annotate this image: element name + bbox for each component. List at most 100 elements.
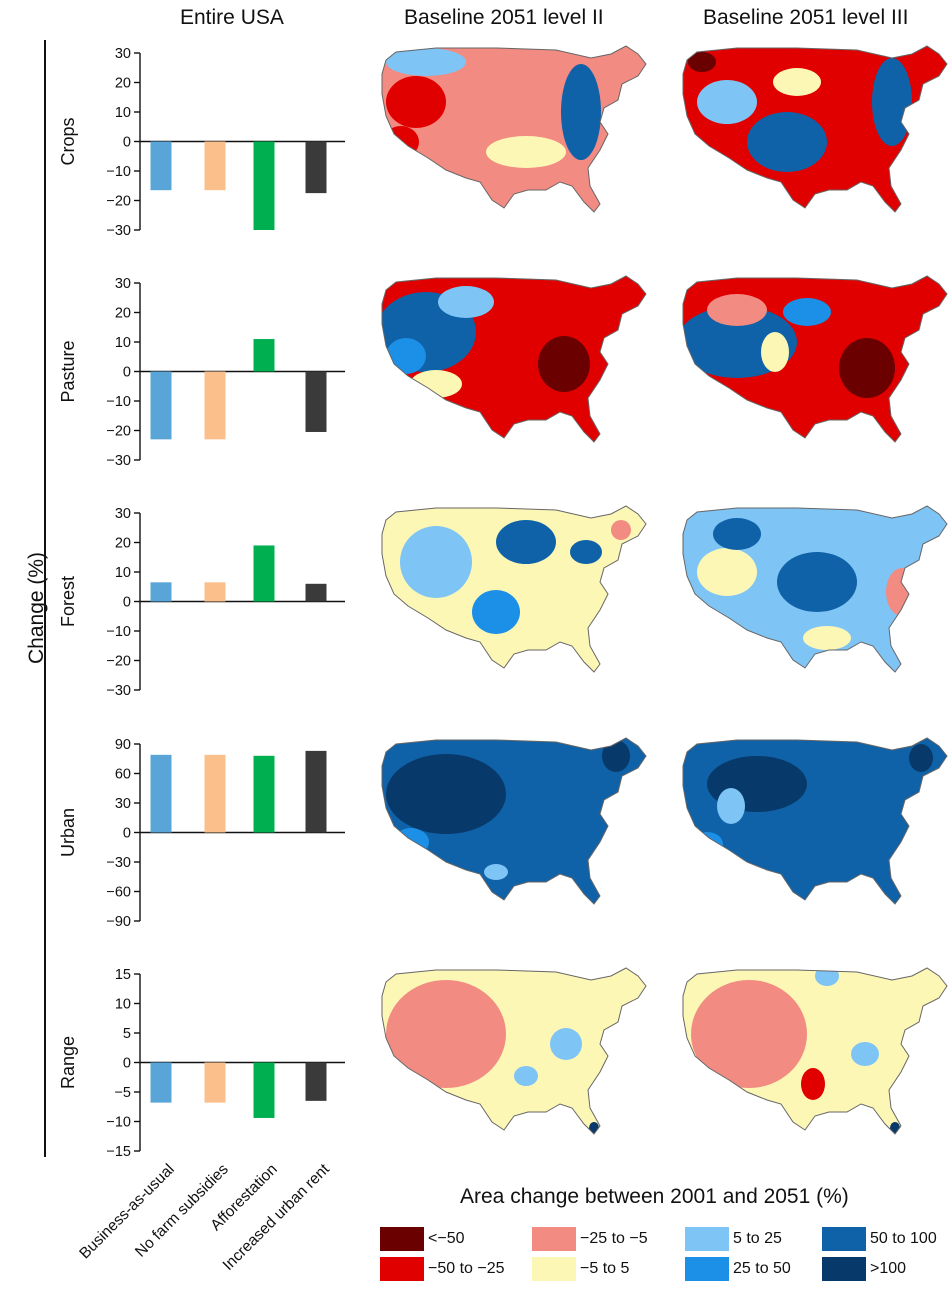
- map-region: [713, 518, 761, 550]
- y-tick-label: −20: [106, 194, 131, 210]
- map-region: [707, 294, 767, 326]
- map-region: [909, 744, 933, 772]
- legend-label: <−50: [428, 1230, 465, 1247]
- y-tick-label: 10: [115, 105, 131, 121]
- column-title-entire-usa: Entire USA: [180, 6, 284, 29]
- row-label-urban: Urban: [58, 808, 78, 857]
- map-region: [386, 338, 426, 374]
- map-outline: [682, 275, 948, 443]
- legend-item-0: <−50: [380, 1227, 464, 1251]
- bar-crops-1: [204, 141, 226, 191]
- y-tick-label: 10: [115, 335, 131, 351]
- y-tick-label: 0: [123, 365, 131, 381]
- map-region: [890, 1122, 900, 1134]
- bar-forest-0: [150, 582, 172, 602]
- y-tick-label: −60: [106, 885, 131, 901]
- legend-label: −50 to −25: [428, 1260, 505, 1277]
- map-region: [383, 126, 419, 158]
- map-region: [773, 68, 821, 96]
- map-region: [393, 828, 429, 856]
- y-tick-label: 0: [123, 595, 131, 611]
- row-label-forest: Forest: [58, 576, 78, 627]
- legend-label: 25 to 50: [733, 1260, 791, 1277]
- map-region: [761, 332, 789, 372]
- legend-swatch: [532, 1257, 576, 1281]
- bar-crops-2: [253, 141, 275, 230]
- bar-charts: 30 20 10 0 −10 −20 −30 Crops 30 20 10 0 −10 −20 −30 Pas…: [58, 46, 345, 1274]
- legend-item-7: >100: [822, 1257, 906, 1281]
- map-region: [801, 1068, 825, 1100]
- map-outline: [381, 45, 647, 213]
- map-range-level-ii: [381, 967, 647, 1135]
- y-tick-label: 5: [123, 1026, 131, 1042]
- legend-item-6: 50 to 100: [822, 1227, 937, 1251]
- map-region: [688, 52, 716, 72]
- bar-pasture-2: [253, 339, 275, 372]
- map-outline: [682, 967, 948, 1135]
- bar-range-1: [204, 1062, 226, 1103]
- y-tick-label: 30: [115, 506, 131, 522]
- map-region: [496, 520, 556, 564]
- y-tick-label: 30: [115, 796, 131, 812]
- map-region: [777, 552, 857, 612]
- y-tick-label: 10: [115, 565, 131, 581]
- map-region: [438, 286, 494, 318]
- y-tick-label: 10: [115, 997, 131, 1013]
- bar-crops-0: [150, 141, 172, 191]
- map-region: [839, 338, 895, 398]
- legend-item-3: −5 to 5: [532, 1257, 629, 1281]
- legend-item-2: −25 to −5: [532, 1227, 648, 1251]
- category-label-3: Increased urban rent: [220, 1160, 334, 1274]
- y-tick-label: −30: [106, 453, 131, 469]
- legend-item-4: 5 to 25: [685, 1227, 782, 1251]
- legend-item-1: −50 to −25: [380, 1257, 505, 1281]
- legend-label: −5 to 5: [580, 1260, 630, 1277]
- map-region: [872, 58, 912, 146]
- map-outline: [682, 505, 948, 673]
- panel-urban: 90 60 30 0 −30 −60 −90 Urban: [58, 737, 345, 930]
- column-title-level-iii: Baseline 2051 level III: [703, 6, 909, 29]
- map-range-level-iii: [682, 967, 948, 1135]
- map-region: [602, 740, 630, 772]
- map-forest-level-iii: [682, 505, 948, 673]
- map-region: [538, 336, 590, 392]
- map-region: [386, 76, 446, 128]
- y-tick-label: −10: [106, 394, 131, 410]
- column-title-level-ii: Baseline 2051 level II: [404, 6, 604, 29]
- map-region: [783, 298, 831, 326]
- y-tick-label: 20: [115, 76, 131, 92]
- panel-range: 15 10 5 0 −5 −10 −15 Range: [58, 967, 345, 1160]
- map-region: [386, 980, 506, 1088]
- y-tick-label: 20: [115, 306, 131, 322]
- map-pasture-level-iii: [682, 275, 948, 443]
- legend-swatch: [822, 1227, 866, 1251]
- map-outline: [381, 275, 647, 443]
- bar-urban-2: [253, 755, 275, 833]
- y-tick-label: 30: [115, 276, 131, 292]
- map-urban-level-ii: [381, 737, 647, 905]
- map-region: [851, 1042, 879, 1066]
- map-urban-level-iii: [682, 737, 948, 905]
- map-region: [803, 626, 851, 650]
- map-outline: [682, 45, 948, 213]
- map-region: [570, 540, 602, 564]
- map-region: [472, 590, 520, 634]
- map-outline: [381, 967, 647, 1135]
- legend-swatch: [380, 1227, 424, 1251]
- map-region: [386, 754, 506, 834]
- row-label-crops: Crops: [58, 117, 78, 165]
- bar-pasture-0: [150, 371, 172, 440]
- bar-forest-2: [253, 545, 275, 602]
- map-outline: [381, 737, 647, 905]
- map-region: [514, 1066, 538, 1086]
- map-region: [589, 1122, 599, 1134]
- y-tick-label: −20: [106, 654, 131, 670]
- legend-title: Area change between 2001 and 2051 (%): [460, 1185, 849, 1208]
- map-region: [611, 520, 631, 540]
- bar-pasture-1: [204, 371, 226, 440]
- panel-pasture: 30 20 10 0 −10 −20 −30 Pasture: [58, 276, 345, 469]
- bar-range-0: [150, 1062, 172, 1103]
- bar-pasture-3: [305, 371, 327, 432]
- map-region: [691, 980, 807, 1088]
- y-tick-label: −15: [106, 1144, 131, 1160]
